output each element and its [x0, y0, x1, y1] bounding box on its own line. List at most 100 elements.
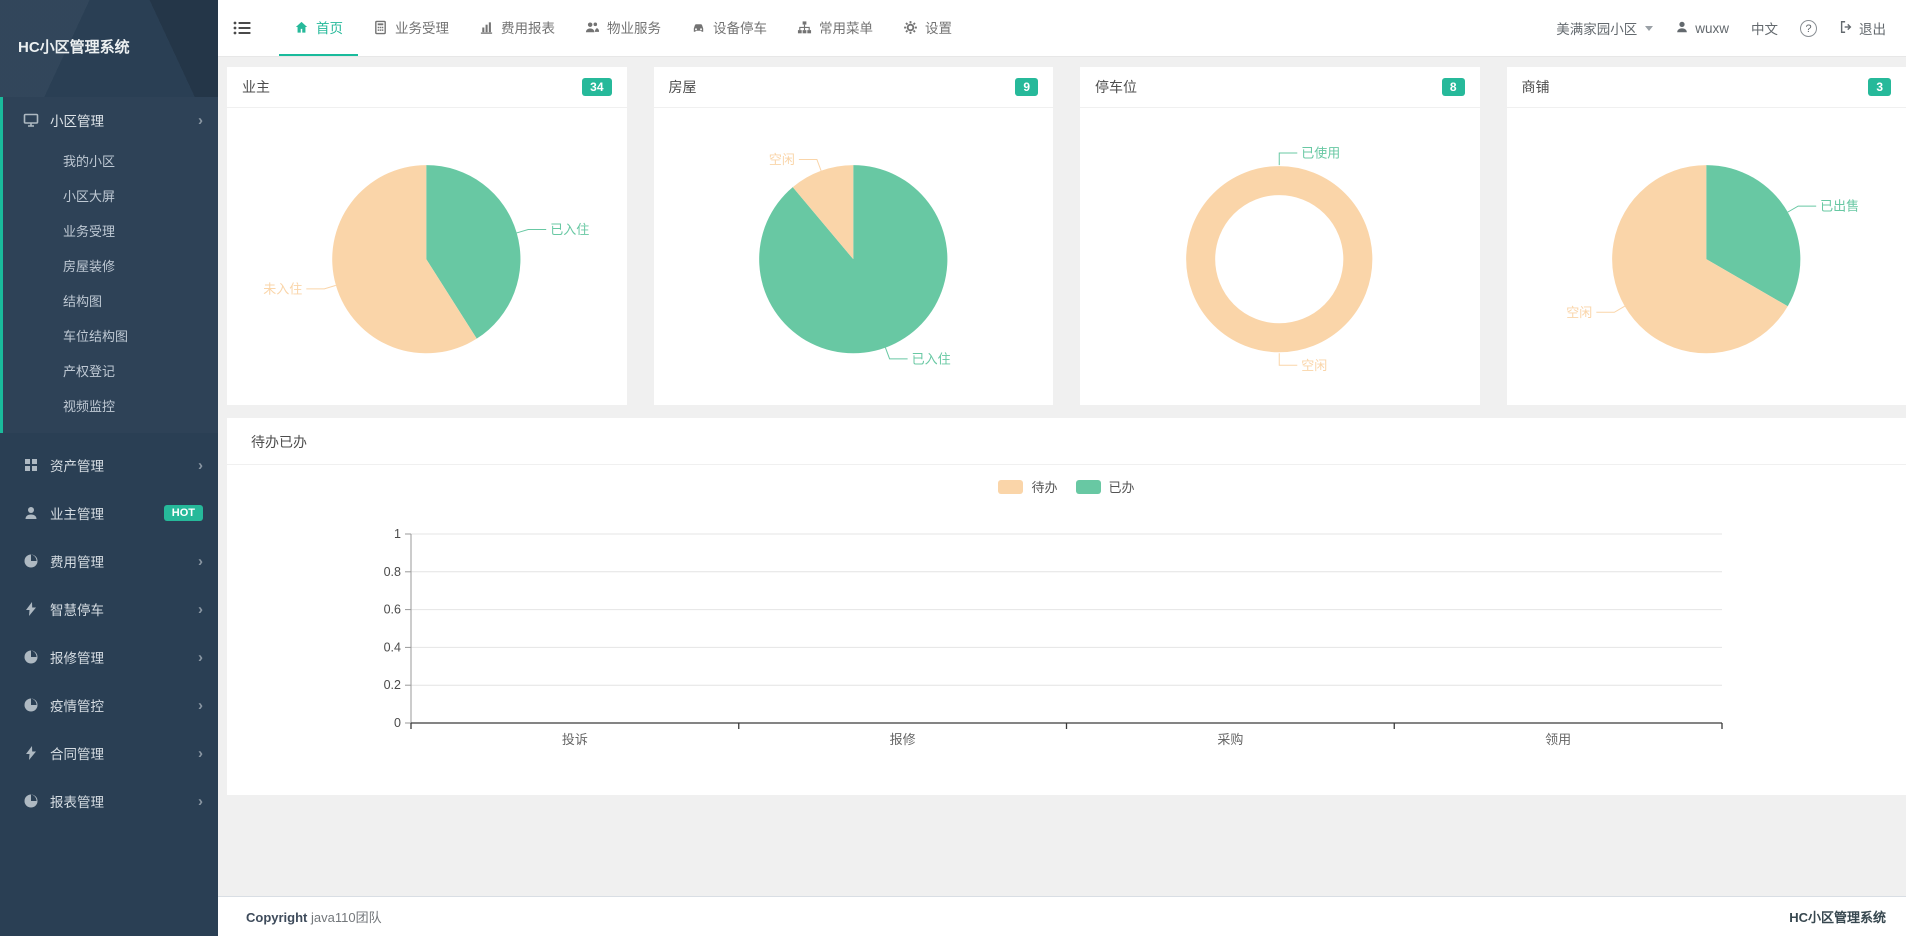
help-button[interactable]: ? [1800, 19, 1817, 37]
sidebar-subitem-house-decoration[interactable]: 房屋装修 [63, 259, 116, 274]
menu-toggle-icon[interactable] [233, 19, 251, 37]
tab-label: 物业服务 [607, 21, 661, 36]
card-title: 业主 [242, 79, 270, 95]
sidebar-item-contract-mgmt[interactable]: 合同管理 › [0, 729, 218, 777]
tab-business-acceptance[interactable]: 业务受理 [358, 0, 464, 56]
svg-text:投诉: 投诉 [562, 732, 588, 747]
tab-fee-report[interactable]: 费用报表 [464, 0, 570, 56]
sidebar-item-smart-parking[interactable]: 智慧停车 › [0, 585, 218, 633]
question-circle-icon: ? [1800, 19, 1817, 37]
bar-chart-icon [479, 20, 494, 35]
svg-text:0.4: 0.4 [384, 640, 401, 654]
main-area: 首页 业务受理 费用报表 物业服务 设备停车 [218, 0, 1906, 936]
bolt-icon [23, 745, 39, 761]
tab-property-service[interactable]: 物业服务 [570, 0, 676, 56]
desktop-icon [23, 112, 39, 128]
count-badge: 9 [1015, 78, 1038, 96]
card-header: 房屋 9 [653, 67, 1053, 108]
sidebar-subitem-video-monitor[interactable]: 视频监控 [63, 399, 116, 414]
user-menu[interactable]: wuxw [1675, 20, 1729, 37]
chart-legend: 待办 已办 [227, 477, 1906, 496]
pie-icon [23, 793, 39, 809]
panel-title: 待办已办 [227, 418, 1906, 465]
houses-pie-chart: 已入住 空闲 [654, 108, 1054, 405]
svg-text:0.8: 0.8 [384, 565, 401, 579]
legend-label-pending[interactable]: 待办 [1031, 480, 1058, 495]
sidebar-subitem-business-acceptance[interactable]: 业务受理 [63, 224, 116, 239]
card-title: 商铺 [1521, 79, 1550, 95]
svg-text:已入住: 已入住 [550, 222, 589, 237]
sitemap-icon [797, 20, 812, 35]
calculator-icon [373, 20, 388, 35]
tab-common-menu[interactable]: 常用菜单 [782, 0, 888, 56]
tab-label: 首页 [316, 21, 343, 36]
sidebar-item-report-mgmt[interactable]: 报表管理 › [0, 777, 218, 825]
parking-donut-chart: 已使用 空闲 [1080, 108, 1480, 405]
legend-swatch-done[interactable] [1075, 479, 1101, 494]
sidebar-item-asset-mgmt[interactable]: 资产管理 › [0, 441, 218, 489]
sidebar-item-label: 小区管理 [50, 114, 104, 129]
language-label: 中文 [1751, 22, 1778, 37]
language-switch[interactable]: 中文 [1751, 18, 1778, 38]
card-title: 房屋 [668, 79, 697, 95]
sidebar-subitem-my-community[interactable]: 我的小区 [63, 154, 116, 169]
svg-text:1: 1 [394, 527, 401, 541]
svg-text:领用: 领用 [1545, 732, 1571, 747]
sidebar-subitem-parking-structure-map[interactable]: 车位结构图 [63, 329, 129, 344]
sidebar-subitem-property-registration[interactable]: 产权登记 [63, 364, 116, 379]
users-icon [585, 20, 600, 35]
chevron-right-icon: › [198, 744, 203, 762]
sidebar-item-epidemic-control[interactable]: 疫情管控 › [0, 681, 218, 729]
svg-text:已使用: 已使用 [1301, 146, 1340, 161]
tab-device-parking[interactable]: 设备停车 [676, 0, 782, 56]
pie-icon [23, 649, 39, 665]
sidebar-menu: 小区管理 › 我的小区 小区大屏 业务受理 房屋装修 结构图 车位结构图 产权登… [0, 97, 218, 825]
chevron-right-icon: › [198, 600, 203, 618]
svg-text:空闲: 空闲 [768, 152, 794, 167]
app-logo[interactable]: HC小区管理系统 [0, 0, 218, 97]
chevron-right-icon: › [198, 648, 203, 666]
sign-out-icon [1839, 20, 1853, 37]
sidebar-subitem-structure-map[interactable]: 结构图 [63, 294, 103, 309]
copyright-team: java110团队 [311, 910, 382, 925]
user-icon [1675, 20, 1689, 37]
hot-badge: HOT [163, 505, 203, 521]
card-parking: 停车位 8 已使用 空闲 [1080, 67, 1480, 406]
footer-app-name: HC小区管理系统 [1789, 910, 1886, 925]
svg-text:0.6: 0.6 [384, 603, 401, 617]
caret-down-icon [1645, 25, 1654, 31]
legend-label-done[interactable]: 已办 [1108, 480, 1135, 495]
tab-home[interactable]: 首页 [279, 0, 358, 56]
card-houses: 房屋 9 已入住 空闲 [653, 67, 1054, 406]
svg-text:已出售: 已出售 [1820, 199, 1859, 214]
sidebar-submenu: 我的小区 小区大屏 业务受理 房屋装修 结构图 车位结构图 产权登记 视频监控 [3, 143, 218, 433]
community-selector[interactable]: 美满家园小区 [1556, 18, 1654, 38]
content: 业主 34 已入住 未入住 房屋 9 已入住 空闲 停车位 8 [218, 57, 1906, 896]
top-navbar: 首页 业务受理 费用报表 物业服务 设备停车 [218, 0, 1906, 57]
sidebar-subitem-community-screen[interactable]: 小区大屏 [63, 189, 116, 204]
sidebar-item-owner-mgmt[interactable]: 业主管理 HOT [0, 489, 218, 537]
card-shops: 商铺 3 已出售 空闲 [1506, 67, 1906, 406]
community-name: 美满家园小区 [1556, 22, 1638, 37]
sidebar-item-fee-mgmt[interactable]: 费用管理 › [0, 537, 218, 585]
chevron-right-icon: › [198, 696, 203, 714]
bolt-icon [23, 601, 39, 617]
tab-label: 常用菜单 [819, 21, 873, 36]
home-icon [294, 20, 309, 35]
car-icon [691, 20, 706, 35]
sidebar-item-community-mgmt[interactable]: 小区管理 › [3, 97, 218, 143]
username: wuxw [1695, 20, 1729, 36]
sidebar-item-label: 报表管理 [50, 795, 104, 810]
chevron-right-icon: › [198, 456, 203, 474]
tab-label: 设备停车 [713, 21, 767, 36]
tab-settings[interactable]: 设置 [888, 0, 967, 56]
copyright-label: Copyright [246, 910, 308, 925]
todo-panel: 待办已办 待办 已办 0 0.2 0.4 0.6 0.8 1 投诉 报修 采购 领用 [227, 418, 1906, 795]
legend-swatch-pending[interactable] [998, 479, 1024, 494]
sidebar-item-repair-mgmt[interactable]: 报修管理 › [0, 633, 218, 681]
logout-button[interactable]: 退出 [1839, 18, 1886, 38]
todo-bar-chart: 0 0.2 0.4 0.6 0.8 1 投诉 报修 采购 领用 [227, 498, 1906, 768]
card-header: 商铺 3 [1506, 67, 1906, 108]
pie-icon [23, 553, 39, 569]
